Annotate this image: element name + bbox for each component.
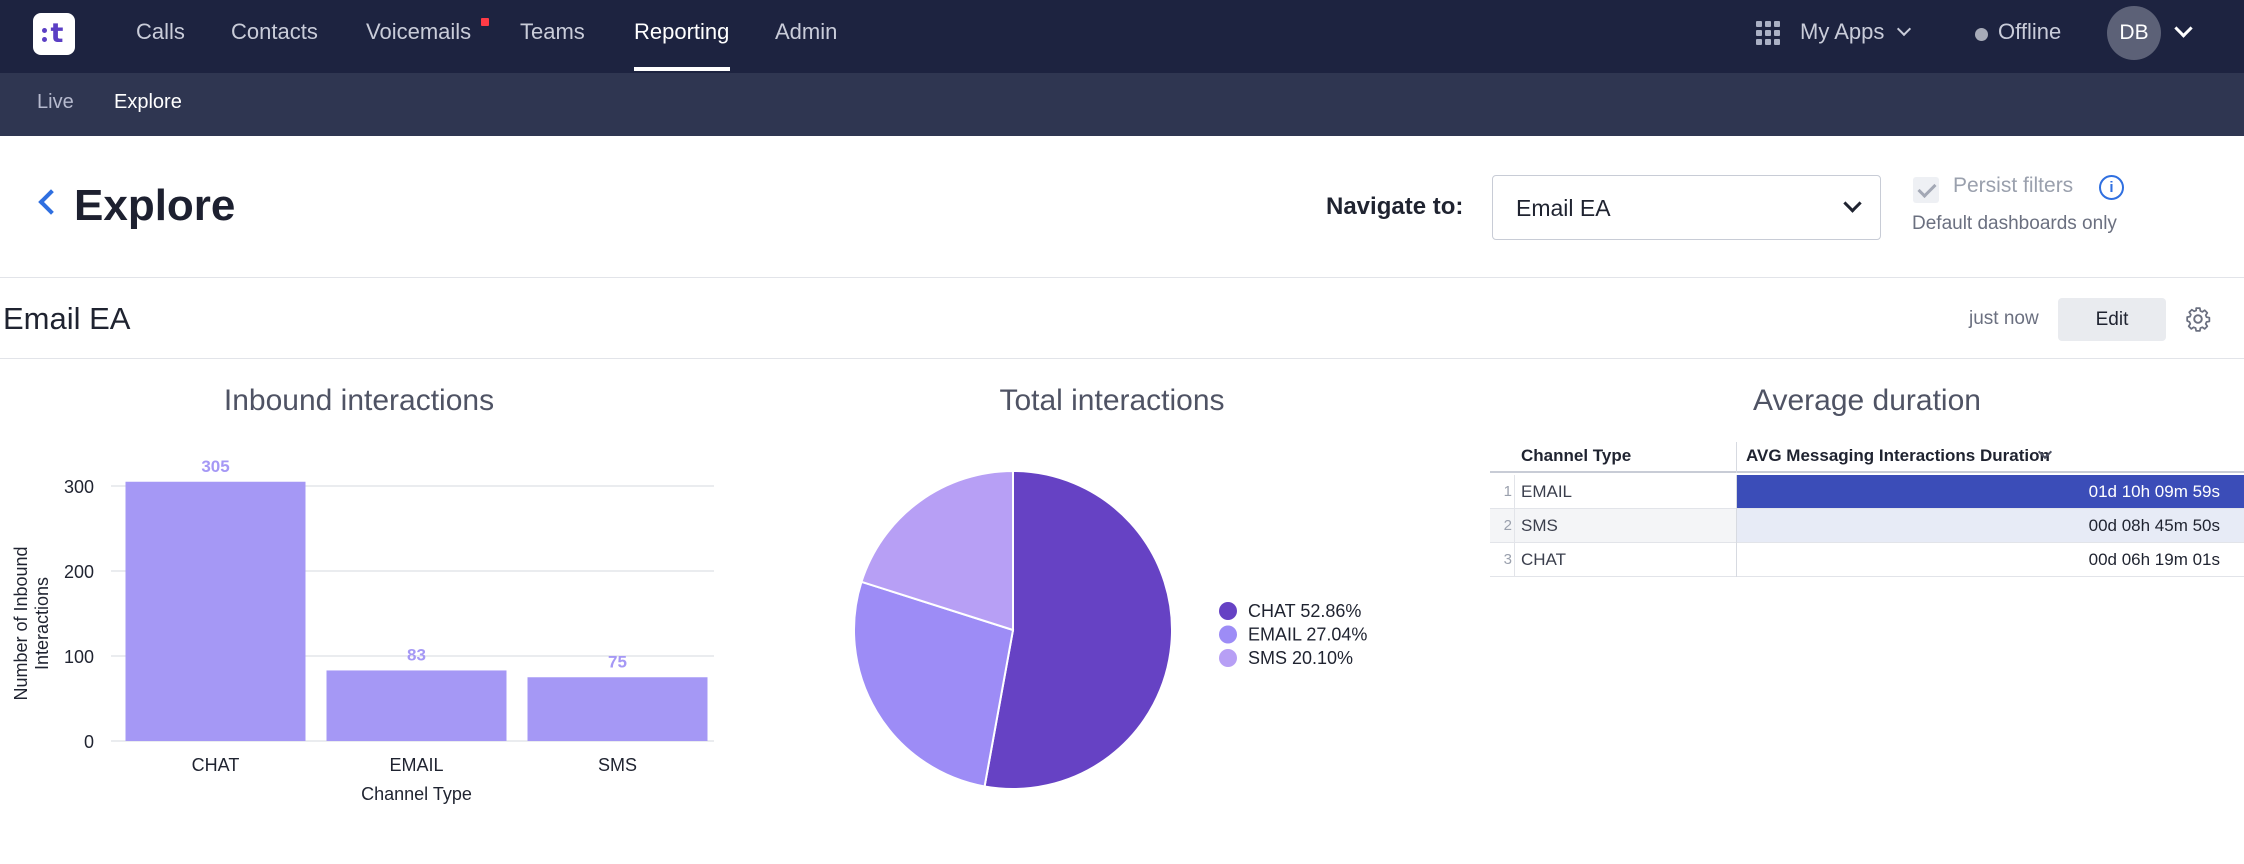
data-label: 75 [608,652,627,671]
legend-entry: CHAT 52.86% [1248,601,1361,621]
average-duration-title: Average duration [1753,384,1981,417]
pie-slice-sms[interactable] [860,469,1014,632]
voicemail-notification-badge [481,18,489,26]
app-logo-icon[interactable]: t [33,13,75,55]
presence-status[interactable]: Offline [1998,19,2062,44]
nav-item-calls[interactable]: Calls [136,19,185,44]
y-axis-label: Number of Inbound Interactions [11,546,52,700]
x-tick-label: CHAT [192,755,240,775]
gear-icon[interactable] [2185,306,2211,332]
legend-entry: EMAIL 27.04% [1248,625,1367,645]
duration-cell: 01d 10h 09m 59s [1737,475,2244,508]
account-menu-chevron-icon[interactable] [2174,19,2193,38]
legend-swatch [1219,625,1237,644]
user-avatar[interactable]: DB [2107,6,2161,60]
pie-slice-email[interactable] [853,580,1015,788]
back-arrow-icon[interactable] [38,189,64,215]
row-number-separator [1514,475,1515,509]
pie-slice-chat[interactable] [983,469,1173,790]
y-tick-label: 300 [64,477,94,497]
y-tick-label: 100 [64,647,94,667]
inbound-interactions-bar-chart: 0 100 200 300 305 CHAT 83 EMAIL 75 SMS Channel Typ… [11,457,714,804]
total-interactions-title: Total interactions [999,384,1225,417]
column-separator [1736,543,1737,577]
nav-item-admin[interactable]: Admin [775,19,838,44]
column-header-avg-duration[interactable]: AVG Messaging Interactions Duration [1746,446,2050,465]
row-number: 1 [1503,483,1512,500]
legend-entry: SMS 20.10% [1248,648,1353,668]
table-row[interactable]: 3 CHAT 00d 06h 19m 01s [1490,543,2244,577]
row-number: 2 [1503,517,1512,534]
column-header-channel-type[interactable]: Channel Type [1521,446,1632,465]
row-number: 3 [1503,551,1512,568]
info-icon[interactable]: i [2099,175,2124,200]
chevron-down-icon[interactable] [1896,21,1912,37]
bar-chat[interactable] [125,481,306,741]
x-tick-label: EMAIL [389,755,443,775]
y-tick-label: 0 [84,732,94,752]
x-tick-label: SMS [598,755,637,775]
channel-type-cell: EMAIL [1521,482,1573,501]
table-row[interactable]: 1 EMAIL 01d 10h 09m 59s [1490,475,2244,509]
table-header: Channel Type AVG Messaging Interactions … [1490,438,2244,473]
nav-item-voicemails[interactable]: Voicemails [366,19,472,44]
nav-item-teams[interactable]: Teams [520,19,585,44]
bar-sms[interactable] [527,677,708,741]
subnav-item-explore[interactable]: Explore [114,91,182,113]
dashboard-title: Email EA [3,301,131,336]
legend-swatch [1219,649,1237,667]
data-label: 305 [201,457,229,476]
dashboard-select-value: Email EA [1516,195,1611,221]
top-navigation-bar: t Calls Contacts Voicemails Teams Report… [0,0,2244,73]
row-number-separator [1514,543,1515,577]
bar-email[interactable] [326,670,507,741]
page-title: Explore [74,181,236,230]
channel-type-cell: CHAT [1521,550,1567,569]
edit-dashboard-button[interactable]: Edit [2058,298,2166,341]
status-indicator-icon [1975,28,1988,41]
inbound-interactions-title: Inbound interactions [223,384,495,417]
row-number-separator [1514,509,1515,543]
x-axis-label: Channel Type [361,784,472,804]
duration-cell: 00d 08h 45m 50s [1737,509,2244,542]
reporting-subnav: Live Explore [0,73,2244,136]
legend-swatch [1219,602,1237,620]
dashboard-divider [0,358,2244,359]
my-apps-menu[interactable]: My Apps [1800,19,1885,44]
chevron-down-icon[interactable] [1843,194,1862,213]
column-separator [1736,442,1737,473]
data-label: 83 [407,645,426,664]
persist-filters-label: Persist filters [1953,174,2074,197]
dashboard-select[interactable]: Email EA [1492,175,1881,240]
persist-filters-subtext: Default dashboards only [1912,213,2117,234]
channel-type-cell: SMS [1521,516,1558,535]
nav-item-contacts[interactable]: Contacts [231,19,318,44]
last-updated-text: just now [1969,308,2039,329]
column-separator [1736,475,1737,509]
y-axis-label-line: Interactions [32,577,52,670]
navigate-to-label: Navigate to: [1326,193,1464,220]
duration-cell: 00d 06h 19m 01s [2088,550,2220,569]
header-divider [0,277,2244,278]
y-axis-label-line: Number of Inbound [11,546,31,700]
active-tab-indicator [634,67,730,71]
persist-filters-checkbox[interactable] [1913,177,1939,203]
subnav-item-live[interactable]: Live [37,91,74,113]
apps-grid-icon[interactable] [1756,21,1780,45]
y-tick-label: 200 [64,562,94,582]
column-separator [1736,509,1737,543]
total-interactions-pie-chart: CHAT 52.86% EMAIL 27.04% SMS 20.10% [853,469,1367,790]
table-row[interactable]: 2 SMS 00d 08h 45m 50s [1490,509,2244,543]
nav-item-reporting[interactable]: Reporting [634,19,730,44]
